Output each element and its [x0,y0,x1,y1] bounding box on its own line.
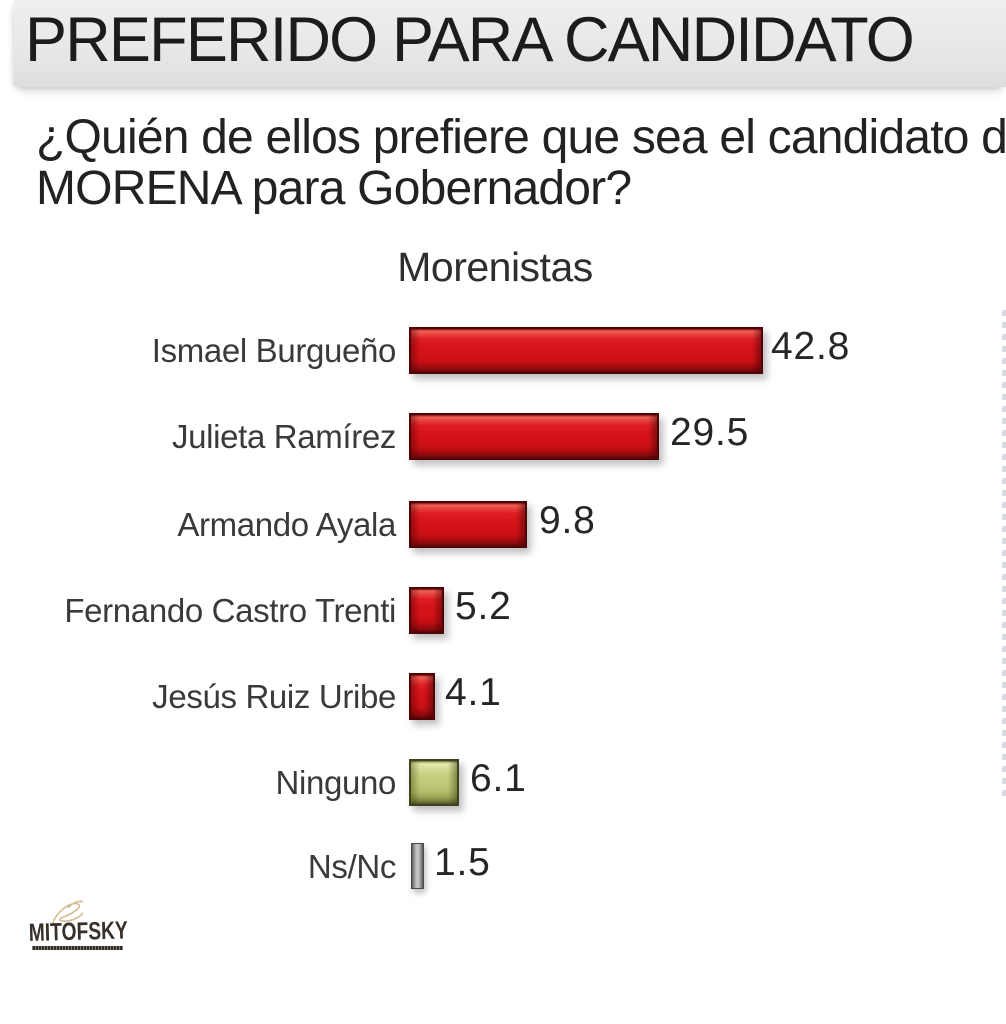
svg-text:MITOFSKY: MITOFSKY [28,916,128,947]
